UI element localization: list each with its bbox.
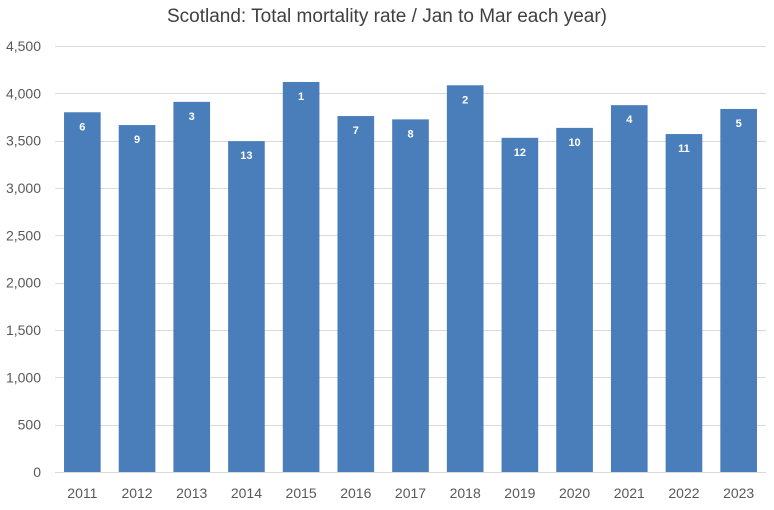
y-tick-label: 3,500: [6, 133, 41, 149]
bar-2012: [118, 125, 156, 473]
bar-2021: [610, 105, 648, 473]
y-tick-label: 0: [33, 464, 41, 480]
data-label: 5: [736, 118, 742, 130]
bar-2013: [173, 101, 211, 472]
bar-2015: [282, 81, 320, 473]
bar-2017: [392, 119, 429, 472]
chart-title: Scotland: Total mortality rate / Jan to …: [166, 6, 607, 27]
data-label: 1: [298, 91, 304, 103]
bar-2016: [337, 116, 375, 472]
y-tick-label: 500: [18, 417, 42, 433]
data-label: 8: [407, 128, 413, 140]
x-tick-label: 2017: [395, 485, 426, 501]
bar-2019: [501, 137, 539, 472]
y-tick-label: 2,500: [6, 227, 41, 243]
y-tick-label: 3,000: [6, 180, 41, 196]
x-tick-label: 2023: [723, 485, 754, 501]
x-tick-label: 2019: [504, 485, 535, 501]
x-tick-label: 2021: [614, 485, 645, 501]
data-label: 9: [134, 134, 140, 146]
data-label: 7: [353, 125, 359, 137]
data-label: 13: [240, 150, 252, 162]
x-tick-label: 2018: [450, 485, 481, 501]
data-label: 11: [678, 143, 690, 155]
data-label: 6: [79, 121, 85, 133]
x-axis: 2011 2012 2013 2014 2015 2016 2017 2018 2019 2020…: [55, 472, 766, 501]
data-label: 12: [514, 147, 526, 159]
x-tick-label: 2022: [668, 485, 699, 501]
y-tick-label: 2,000: [6, 275, 41, 291]
x-tick-label: 2013: [176, 485, 207, 501]
data-label: 3: [189, 111, 195, 123]
y-tick-label: 4,500: [6, 38, 41, 54]
bar-2020: [556, 127, 593, 473]
bar-2018: [446, 85, 484, 472]
y-tick-label: 1,000: [6, 369, 41, 385]
x-tick-label: 2011: [67, 485, 97, 501]
bar-2014: [228, 141, 265, 472]
x-tick-label: 2015: [286, 485, 317, 501]
bar-2022: [665, 134, 703, 473]
bars: 6 9 3 13 1 7 8 2 12 10 4 11 5: [64, 81, 757, 473]
data-label: 10: [568, 137, 580, 149]
bar-2011: [64, 112, 101, 473]
data-label: 2: [462, 94, 468, 106]
y-tick-label: 4,000: [6, 85, 41, 101]
bar-2023: [720, 108, 757, 472]
y-tick-label: 1,500: [6, 322, 41, 338]
x-tick-label: 2014: [231, 485, 262, 501]
x-tick-label: 2012: [121, 485, 152, 501]
y-axis: 0 500 1,000 1,500 2,000 2,500 3,000 3,500 4,000 4…: [6, 38, 41, 480]
data-label: 4: [626, 114, 633, 126]
x-tick-label: 2020: [559, 485, 590, 501]
x-tick-label: 2016: [340, 485, 371, 501]
